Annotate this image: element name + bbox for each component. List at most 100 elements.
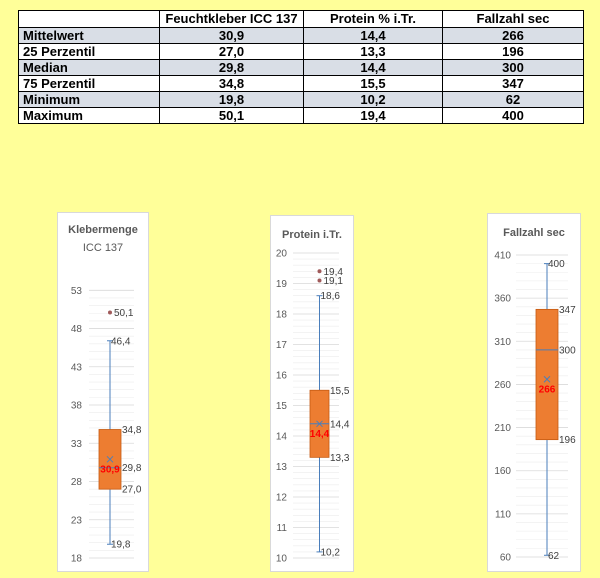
table-row: Maximum 50,1 19,4 400 xyxy=(18,107,584,124)
statistics-table: Feuchtkleber ICC 137 Protein % i.Tr. Fal… xyxy=(18,10,584,124)
row-label: Median xyxy=(18,59,160,76)
mean-marker xyxy=(316,420,323,428)
q3-label: 347 xyxy=(559,305,576,316)
table-header-cell xyxy=(18,10,160,28)
y-tick-label: 18 xyxy=(276,310,288,321)
y-tick-label: 18 xyxy=(71,554,83,565)
y-tick-label: 14 xyxy=(276,432,288,443)
iqr-box xyxy=(535,308,559,441)
outlier-point xyxy=(108,310,112,315)
y-tick-label: 15 xyxy=(276,401,288,412)
y-tick-label: 53 xyxy=(71,286,83,297)
table-cell: 15,5 xyxy=(303,75,443,92)
y-tick-label: 10 xyxy=(276,554,288,565)
y-tick-label: 48 xyxy=(71,324,83,335)
table-cell: 10,2 xyxy=(303,91,443,108)
min-label: 19,8 xyxy=(111,540,131,551)
table-header-cell: Feuchtkleber ICC 137 xyxy=(159,10,304,28)
max-label: 18,6 xyxy=(321,291,341,302)
outlier-label: 19,4 xyxy=(324,267,344,278)
mean-marker xyxy=(106,455,114,463)
table-cell: 300 xyxy=(442,59,584,76)
q3-label: 15,5 xyxy=(330,386,350,397)
y-tick-label: 16 xyxy=(276,371,288,382)
table-cell: 50,1 xyxy=(159,107,304,124)
chart-title: Protein i.Tr. xyxy=(282,229,342,241)
q1-label: 27,0 xyxy=(122,485,142,496)
y-tick-label: 19 xyxy=(276,279,288,290)
mean-label: 30,9 xyxy=(100,464,120,475)
table-cell: 19,8 xyxy=(159,91,304,108)
table-cell: 19,4 xyxy=(303,107,443,124)
y-tick-label: 38 xyxy=(71,401,83,412)
y-tick-label: 360 xyxy=(494,294,511,305)
y-tick-label: 12 xyxy=(276,493,288,504)
table-cell: 400 xyxy=(442,107,584,124)
median-label: 14,4 xyxy=(330,419,350,430)
table-cell: 266 xyxy=(442,27,584,44)
min-label: 10,2 xyxy=(321,547,341,558)
row-label: 25 Perzentil xyxy=(18,43,160,60)
y-tick-label: 28 xyxy=(71,477,83,488)
q1-label: 13,3 xyxy=(330,453,350,464)
outlier-label: 50,1 xyxy=(114,308,134,319)
y-tick-label: 110 xyxy=(495,509,511,520)
table-cell: 196 xyxy=(442,43,584,60)
boxplot-klebermenge: Klebermenge ICC 137 18 23 28 33 38 43 48 53 50,1 46… xyxy=(57,212,149,572)
y-tick-label: 11 xyxy=(277,523,288,534)
min-label: 62 xyxy=(548,551,560,562)
y-tick-label: 13 xyxy=(276,462,288,473)
median-label: 29,8 xyxy=(122,463,142,474)
y-tick-label: 23 xyxy=(71,515,83,526)
table-row: 25 Perzentil 27,0 13,3 196 xyxy=(18,43,584,60)
table-cell: 27,0 xyxy=(159,43,304,60)
q1-label: 196 xyxy=(559,435,576,446)
row-label: Mittelwert xyxy=(18,27,160,44)
row-label: Minimum xyxy=(18,91,160,108)
outlier-point xyxy=(317,269,322,274)
mean-marker xyxy=(543,375,551,383)
table-cell: 30,9 xyxy=(159,27,304,44)
table-cell: 29,8 xyxy=(159,59,304,76)
boxplot-svg: Klebermenge ICC 137 18 23 28 33 38 43 48 53 50,1 46… xyxy=(68,224,142,565)
table-cell: 14,4 xyxy=(303,59,443,76)
y-tick-label: 20 xyxy=(276,249,288,260)
boxplot-protein: Protein i.Tr. 10 11 12 13 14 15 16 17 18 19 20 19,1 1… xyxy=(270,215,354,572)
y-tick-label: 210 xyxy=(494,423,511,434)
table-cell: 347 xyxy=(442,75,584,92)
q3-label: 34,8 xyxy=(122,425,142,436)
table-header-cell: Protein % i.Tr. xyxy=(303,10,443,28)
y-tick-label: 17 xyxy=(276,340,288,351)
row-label: 75 Perzentil xyxy=(18,75,160,92)
table-row: 75 Perzentil 34,8 15,5 347 xyxy=(18,75,584,92)
boxplot-fallzahl: Fallzahl sec 60 110 160 210 260 310 360 410 400 34… xyxy=(487,213,581,572)
y-tick-label: 33 xyxy=(71,439,83,450)
table-cell: 14,4 xyxy=(303,27,443,44)
chart-subtitle: ICC 137 xyxy=(83,242,123,254)
max-label: 400 xyxy=(548,259,565,270)
outlier-point xyxy=(317,278,322,283)
y-tick-label: 60 xyxy=(500,553,512,564)
mean-label: 14,4 xyxy=(310,429,330,440)
boxplot-svg: Protein i.Tr.101112131415161718192019,11… xyxy=(276,229,350,565)
table-row: Minimum 19,8 10,2 62 xyxy=(18,91,584,108)
table-row: Median 29,8 14,4 300 xyxy=(18,59,584,76)
y-tick-label: 160 xyxy=(494,466,511,477)
chart-title: Fallzahl sec xyxy=(503,227,565,239)
max-label: 46,4 xyxy=(111,336,131,347)
boxplot-svg: Fallzahl sec 60 110 160 210 260 310 360 410 400 34… xyxy=(494,227,576,564)
table-row: Mittelwert 30,9 14,4 266 xyxy=(18,27,584,44)
y-tick-label: 310 xyxy=(494,337,511,348)
y-tick-label: 43 xyxy=(71,362,83,373)
y-tick-label: 260 xyxy=(494,380,511,391)
mean-label: 266 xyxy=(539,384,556,395)
table-header-cell: Fallzahl sec xyxy=(442,10,584,28)
y-tick-label: 410 xyxy=(494,251,511,262)
median-label: 300 xyxy=(559,345,576,356)
table-cell: 62 xyxy=(442,91,584,108)
table-cell: 34,8 xyxy=(159,75,304,92)
table-header-row: Feuchtkleber ICC 137 Protein % i.Tr. Fal… xyxy=(18,10,584,28)
chart-title: Klebermenge xyxy=(68,224,138,236)
row-label: Maximum xyxy=(18,107,160,124)
outlier-label: 19,1 xyxy=(324,276,344,287)
